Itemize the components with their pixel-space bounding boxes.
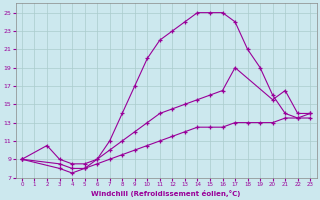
X-axis label: Windchill (Refroidissement éolien,°C): Windchill (Refroidissement éolien,°C) bbox=[92, 190, 241, 197]
